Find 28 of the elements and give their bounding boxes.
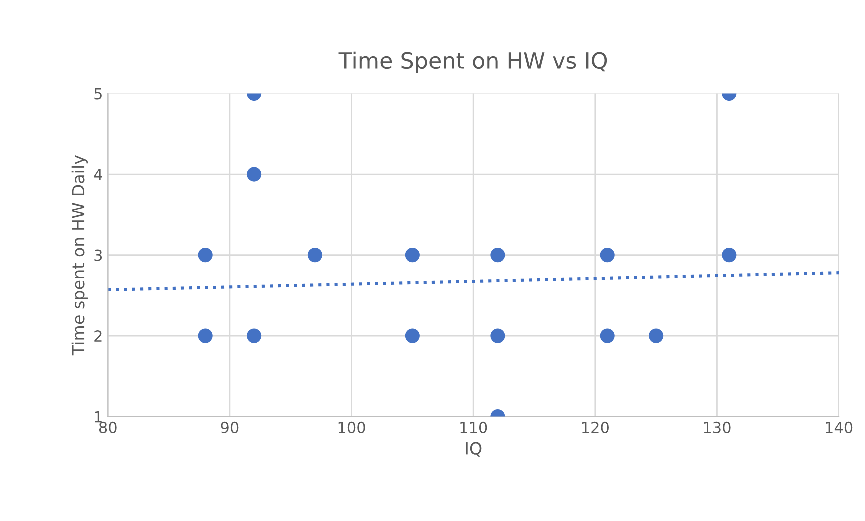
y-tick-label: 5 [94,88,102,100]
point [308,248,323,263]
x-tick-label: 90 [221,422,239,434]
x-tick-label: 80 [99,422,117,434]
point [600,328,615,344]
y-tick-label: 4 [94,169,102,180]
point [649,328,664,344]
point [247,167,262,182]
point [198,248,213,263]
x-tick-label: 130 [704,422,731,434]
y-tick-label: 1 [95,411,102,423]
point [198,328,213,344]
point [600,248,615,263]
x-tick-label: 140 [826,422,853,434]
point [722,248,737,263]
chart-title: Time Spent on HW vs IQ [338,52,608,74]
point [247,328,262,344]
point [405,328,420,344]
x-tick-label: 120 [582,422,609,434]
x-tick-label: 100 [338,422,366,434]
y-axis-title: Time spent on HW Daily [72,156,88,356]
y-tick-label: 2 [94,330,102,342]
x-axis-title: IQ [466,442,482,457]
x-tick-label: 110 [460,422,488,434]
point [405,248,420,263]
point [490,248,506,263]
point [490,328,506,344]
y-tick-label: 3 [94,250,102,262]
